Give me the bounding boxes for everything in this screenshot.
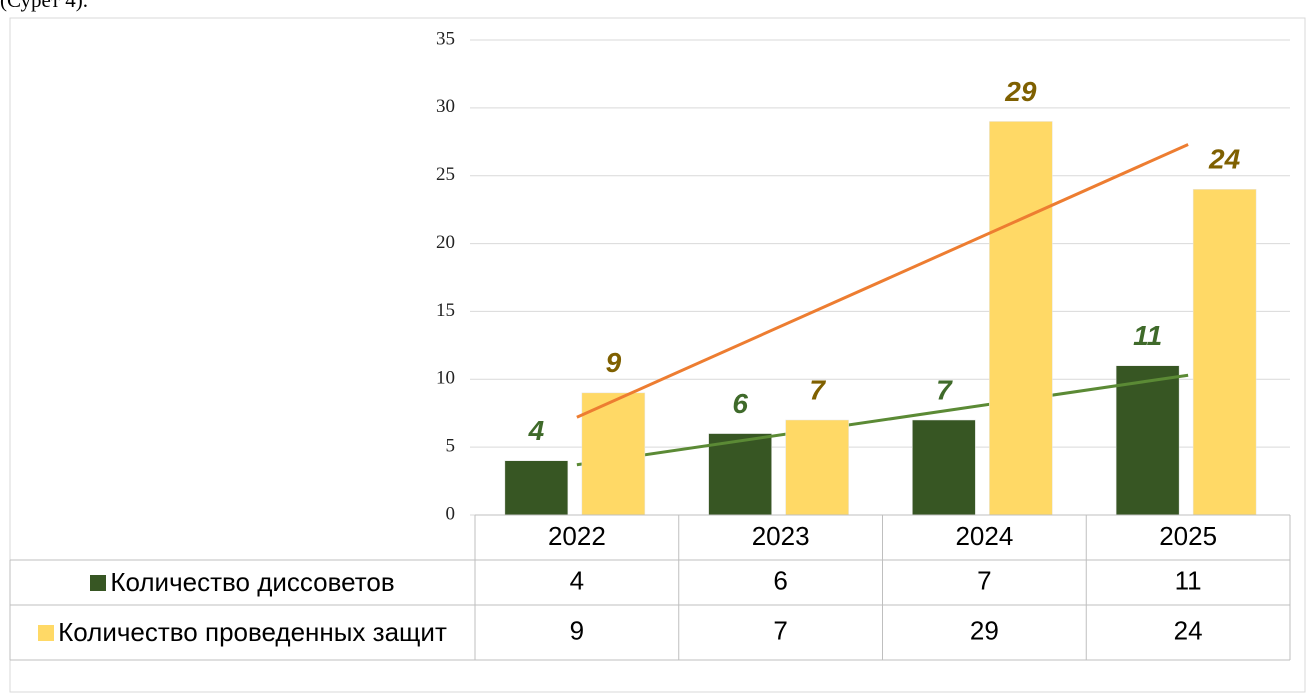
y-tick-label: 25 [436,164,455,185]
bar [912,419,976,516]
legend-entry: Количество диссоветов [14,560,471,605]
y-tick-label: 35 [436,28,455,49]
data-label: 24 [1208,144,1241,175]
chart-frame [9,17,1306,693]
bar [708,433,772,516]
table-value: 4 [570,565,584,595]
table-value: 11 [1175,565,1202,595]
table-value: 7 [977,565,991,595]
x-tick-label: 2025 [1159,521,1217,551]
x-tick-label: 2023 [752,521,810,551]
trendline [576,373,1189,467]
trendline [576,143,1189,419]
caption: (Сурет 4). [0,0,88,12]
legend-entry: Количество проведенных защит [14,605,471,660]
data-label: 7 [809,374,826,405]
table-value: 29 [970,615,999,645]
y-tick-label: 0 [446,503,456,524]
data-label: 9 [606,347,622,378]
y-tick-label: 5 [446,436,456,457]
legend-cell: Количество диссоветов [14,560,471,605]
y-tick-label: 15 [436,300,455,321]
table-value: 24 [1174,615,1203,645]
y-tick-label: 30 [436,96,455,117]
bar [785,419,849,516]
y-tick-label: 20 [436,232,455,253]
data-label: 11 [1133,320,1162,351]
data-label: 6 [732,388,748,419]
bar [581,392,646,516]
y-tick-label: 10 [436,368,455,389]
table-value: 6 [773,565,787,595]
table-value: 7 [773,615,787,645]
legend-cell: Количество проведенных защит [14,605,471,660]
table-value: 9 [570,615,584,645]
legend-key [38,625,55,641]
x-tick-label: 2022 [548,521,606,551]
bar [989,121,1053,516]
legend-key [90,575,107,591]
data-label: 29 [1004,76,1037,107]
legend-text: Количество проведенных защит [38,618,447,647]
bar [1192,189,1257,516]
data-label: 4 [528,415,545,446]
bar [504,460,569,516]
legend-label: Количество проведенных защит [58,617,447,647]
legend-label: Количество диссоветов [110,567,395,597]
legend-text: Количество диссоветов [90,567,395,597]
data-label: 7 [936,374,953,405]
bar [1115,365,1180,516]
x-tick-label: 2024 [955,521,1013,551]
